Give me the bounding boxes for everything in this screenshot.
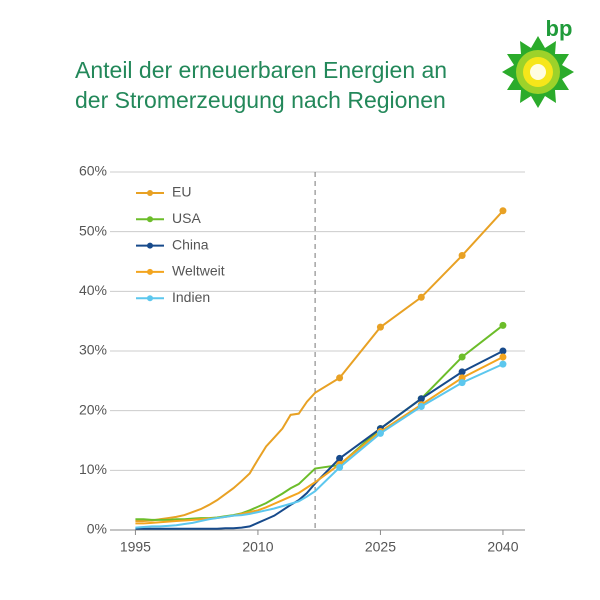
series-point: [458, 353, 466, 361]
series-point: [417, 293, 425, 301]
y-tick-label: 40%: [79, 282, 107, 298]
series-point: [336, 463, 344, 471]
x-tick-label: 2040: [487, 539, 518, 555]
series-line: [135, 324, 504, 521]
y-tick-label: 0%: [87, 521, 107, 537]
series-point: [499, 207, 507, 215]
series-point: [499, 321, 507, 329]
series-line: [135, 356, 504, 525]
legend-dot: [147, 190, 153, 196]
logo-center: [530, 64, 546, 80]
chart-title: Anteil der erneuerbaren Energien an der …: [75, 57, 448, 113]
legend-dot: [147, 268, 153, 275]
x-tick-label: 1995: [120, 539, 151, 555]
legend-label: China: [172, 236, 209, 252]
bp-logo: [502, 36, 574, 108]
series-point: [458, 379, 466, 387]
series-point: [376, 323, 384, 331]
series-line: [135, 210, 504, 523]
series-point: [499, 353, 507, 361]
series-point: [336, 454, 344, 462]
series-point: [458, 368, 466, 376]
series-line: [135, 363, 504, 529]
legend-label: Indien: [172, 289, 210, 305]
series-line: [135, 350, 504, 530]
y-tick-label: 50%: [79, 222, 107, 238]
legend-label: EU: [172, 184, 191, 200]
legend-label: USA: [172, 210, 201, 226]
series-point: [417, 402, 425, 410]
x-tick-label: 2010: [242, 539, 273, 555]
series-point: [376, 429, 384, 437]
y-tick-label: 30%: [79, 342, 107, 358]
y-tick-label: 60%: [79, 163, 107, 179]
y-tick-label: 10%: [79, 461, 107, 477]
series-point: [417, 395, 425, 403]
y-tick-label: 20%: [79, 401, 107, 417]
legend-dot: [147, 216, 153, 223]
legend-label: Weltweit: [172, 263, 225, 279]
logo-text: bp: [546, 16, 573, 41]
x-tick-label: 2025: [365, 539, 396, 555]
legend-dot: [147, 242, 153, 249]
series-point: [499, 347, 507, 355]
series-point: [458, 252, 466, 260]
series-point: [336, 374, 344, 382]
legend-dot: [147, 295, 153, 302]
series-point: [499, 360, 507, 368]
